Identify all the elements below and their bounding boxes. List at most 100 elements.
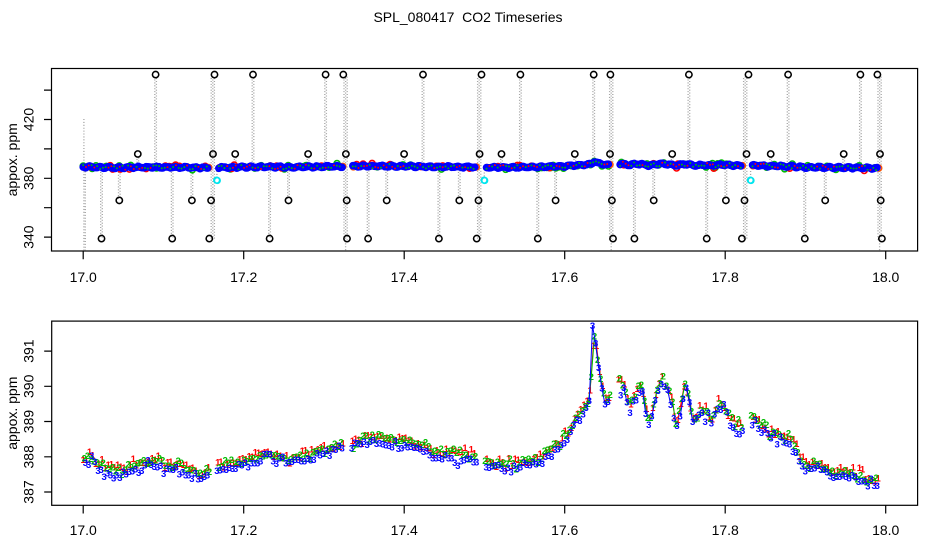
svg-text:3: 3 bbox=[318, 451, 323, 462]
svg-text:3: 3 bbox=[552, 445, 557, 456]
svg-text:3: 3 bbox=[130, 466, 135, 477]
svg-text:1: 1 bbox=[378, 431, 384, 442]
svg-text:2: 2 bbox=[151, 455, 156, 466]
svg-text:2: 2 bbox=[370, 430, 375, 441]
svg-text:3: 3 bbox=[781, 438, 786, 449]
svg-text:3: 3 bbox=[139, 466, 144, 477]
svg-text:1: 1 bbox=[268, 449, 274, 460]
svg-text:3: 3 bbox=[856, 477, 861, 488]
svg-text:2: 2 bbox=[366, 436, 371, 447]
svg-text:2: 2 bbox=[564, 431, 569, 442]
svg-text:3: 3 bbox=[458, 456, 463, 467]
svg-text:2: 2 bbox=[460, 450, 465, 461]
svg-text:1: 1 bbox=[112, 463, 118, 474]
svg-text:1: 1 bbox=[146, 457, 152, 468]
svg-text:389: 389 bbox=[21, 410, 37, 434]
svg-text:2: 2 bbox=[751, 412, 756, 423]
svg-text:1: 1 bbox=[422, 440, 428, 451]
svg-text:1: 1 bbox=[857, 463, 863, 474]
svg-text:1: 1 bbox=[356, 435, 362, 446]
svg-text:1: 1 bbox=[287, 458, 293, 469]
svg-text:2: 2 bbox=[298, 450, 303, 461]
svg-text:3: 3 bbox=[687, 397, 692, 408]
svg-text:2: 2 bbox=[739, 423, 744, 434]
svg-text:3: 3 bbox=[712, 410, 717, 421]
svg-text:2: 2 bbox=[683, 379, 688, 390]
svg-text:17.6: 17.6 bbox=[551, 522, 578, 538]
svg-text:1: 1 bbox=[149, 454, 155, 465]
svg-text:2: 2 bbox=[116, 463, 121, 474]
svg-text:1: 1 bbox=[115, 460, 121, 471]
svg-text:1: 1 bbox=[832, 467, 838, 478]
svg-text:3: 3 bbox=[696, 410, 701, 421]
svg-text:3: 3 bbox=[715, 404, 720, 415]
svg-text:2: 2 bbox=[579, 406, 584, 417]
svg-text:1: 1 bbox=[87, 447, 93, 458]
svg-text:3: 3 bbox=[195, 475, 200, 486]
svg-text:1: 1 bbox=[365, 431, 371, 442]
svg-text:3: 3 bbox=[158, 461, 163, 472]
svg-text:2: 2 bbox=[119, 470, 124, 481]
svg-text:2: 2 bbox=[467, 454, 472, 465]
svg-text:1: 1 bbox=[143, 458, 149, 469]
svg-text:1: 1 bbox=[190, 463, 196, 474]
svg-text:1: 1 bbox=[181, 460, 187, 471]
svg-text:3: 3 bbox=[868, 474, 873, 485]
svg-text:3: 3 bbox=[496, 461, 501, 472]
svg-text:1: 1 bbox=[81, 455, 87, 466]
svg-text:3: 3 bbox=[380, 440, 385, 451]
svg-text:1: 1 bbox=[434, 446, 440, 457]
svg-text:2: 2 bbox=[554, 439, 559, 450]
svg-text:3: 3 bbox=[95, 466, 100, 477]
svg-text:3: 3 bbox=[283, 459, 288, 470]
svg-text:3: 3 bbox=[274, 459, 279, 470]
svg-text:3: 3 bbox=[83, 458, 88, 469]
svg-text:3: 3 bbox=[92, 457, 97, 468]
svg-text:2: 2 bbox=[864, 477, 869, 488]
svg-text:3: 3 bbox=[549, 452, 554, 463]
svg-text:1: 1 bbox=[394, 436, 400, 447]
svg-text:1: 1 bbox=[409, 436, 415, 447]
svg-text:3: 3 bbox=[543, 452, 548, 463]
svg-text:1: 1 bbox=[262, 448, 268, 459]
svg-text:390: 390 bbox=[21, 374, 37, 398]
svg-text:3: 3 bbox=[386, 441, 391, 452]
svg-text:2: 2 bbox=[144, 459, 149, 470]
svg-text:1: 1 bbox=[791, 434, 797, 445]
svg-text:2: 2 bbox=[401, 435, 406, 446]
svg-text:2: 2 bbox=[510, 459, 515, 470]
svg-text:3: 3 bbox=[737, 429, 742, 440]
svg-text:1: 1 bbox=[494, 462, 500, 473]
svg-text:3: 3 bbox=[593, 338, 598, 349]
svg-text:2: 2 bbox=[736, 415, 741, 426]
svg-text:2: 2 bbox=[154, 456, 159, 467]
svg-text:2: 2 bbox=[188, 465, 193, 476]
svg-text:1: 1 bbox=[487, 457, 493, 468]
svg-text:2: 2 bbox=[429, 447, 434, 458]
svg-text:1: 1 bbox=[603, 393, 609, 404]
svg-text:3: 3 bbox=[677, 412, 682, 423]
svg-text:2: 2 bbox=[842, 465, 847, 476]
svg-text:3: 3 bbox=[449, 453, 454, 464]
svg-text:3: 3 bbox=[843, 472, 848, 483]
svg-text:3: 3 bbox=[224, 465, 229, 476]
svg-text:2: 2 bbox=[482, 456, 487, 467]
svg-text:2: 2 bbox=[392, 435, 397, 446]
svg-text:2: 2 bbox=[701, 406, 706, 417]
svg-text:3: 3 bbox=[618, 391, 623, 402]
svg-text:1: 1 bbox=[656, 378, 662, 389]
svg-text:2: 2 bbox=[88, 454, 93, 465]
svg-text:2: 2 bbox=[201, 470, 206, 481]
svg-text:3: 3 bbox=[314, 449, 319, 460]
svg-text:3: 3 bbox=[671, 414, 676, 425]
svg-text:3: 3 bbox=[605, 397, 610, 408]
svg-text:1: 1 bbox=[199, 470, 205, 481]
svg-text:2: 2 bbox=[654, 385, 659, 396]
svg-text:2: 2 bbox=[435, 448, 440, 459]
svg-text:1: 1 bbox=[96, 459, 102, 470]
svg-text:1: 1 bbox=[331, 444, 337, 455]
svg-text:3: 3 bbox=[749, 421, 754, 432]
svg-text:1: 1 bbox=[381, 434, 387, 445]
svg-text:2: 2 bbox=[861, 475, 866, 486]
svg-text:1: 1 bbox=[419, 442, 425, 453]
